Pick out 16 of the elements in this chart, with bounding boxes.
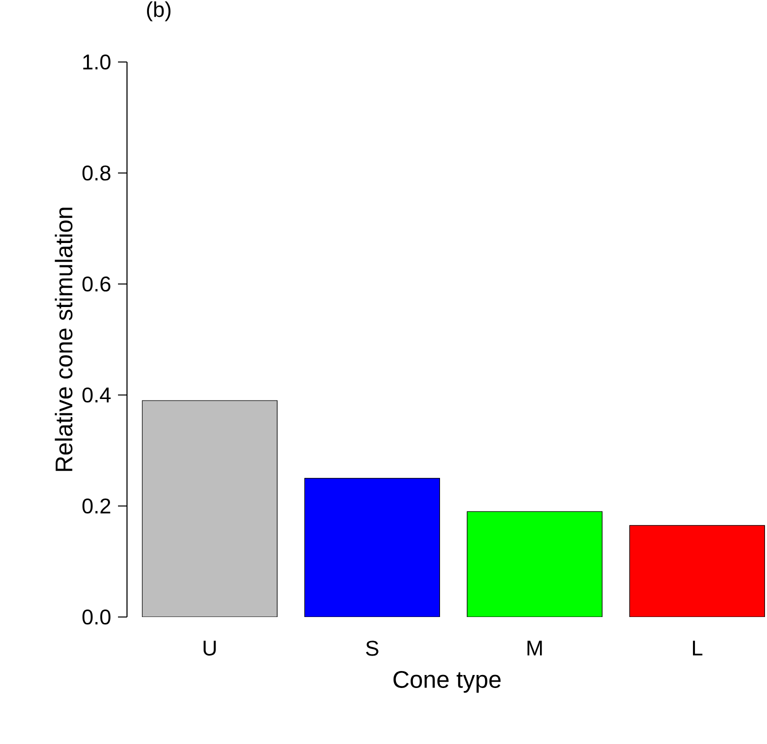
bar: [142, 400, 278, 618]
x-tick-label: M: [528, 640, 542, 656]
y-tick-label: 0.0: [82, 609, 110, 625]
x-axis-title: Cone type: [394, 670, 501, 693]
x-tick-label: L: [692, 640, 702, 656]
y-axis-title: Relative cone stimulation: [54, 208, 72, 471]
bar: [629, 525, 765, 618]
y-tick-label: 0.2: [82, 498, 110, 514]
bar: [304, 478, 440, 618]
y-tick-label: 0.6: [82, 276, 110, 292]
y-tick-label: 1.0: [83, 54, 110, 70]
chart-title: (b): [147, 1, 170, 22]
y-tick-label: 0.4: [82, 387, 111, 403]
x-tick-label: S: [366, 640, 378, 656]
y-tick-label: 0.8: [82, 165, 110, 181]
x-tick-label: U: [204, 640, 216, 656]
